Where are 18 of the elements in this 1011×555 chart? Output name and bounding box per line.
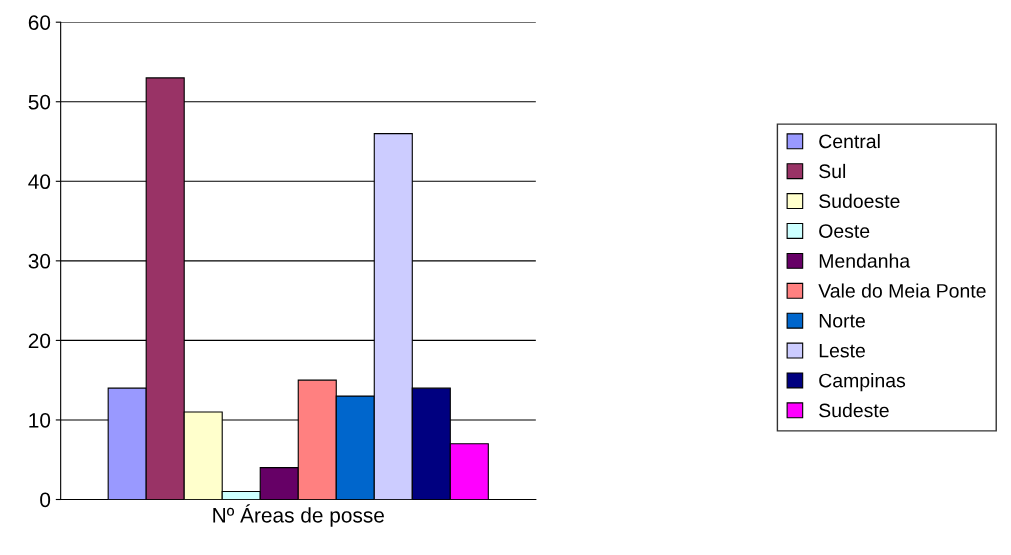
legend-label: Norte — [819, 314, 865, 328]
legend-label: Oeste — [819, 224, 870, 238]
legend-label: Campinas — [819, 373, 906, 392]
y-tick-label: 40 — [28, 174, 51, 190]
legend-label: Vale do Meia Ponte — [818, 283, 986, 298]
y-tick-label: 10 — [29, 412, 51, 428]
y-tick-label: 20 — [28, 333, 51, 349]
legend-label: Leste — [819, 343, 865, 358]
y-tick-label: 30 — [28, 253, 51, 269]
legend-label: Central — [819, 133, 880, 149]
y-tick-label: 50 — [28, 94, 51, 110]
y-tick-label: 60 — [28, 15, 51, 30]
legend-label: Sudoeste — [819, 193, 900, 209]
y-tick-label: 0 — [40, 492, 51, 508]
legend-label: Sul — [819, 163, 846, 179]
legend-label: Sudeste — [819, 403, 889, 418]
legend-label: Mendanha — [819, 253, 911, 268]
x-tick-label: Nº Áreas de posse — [213, 504, 384, 527]
